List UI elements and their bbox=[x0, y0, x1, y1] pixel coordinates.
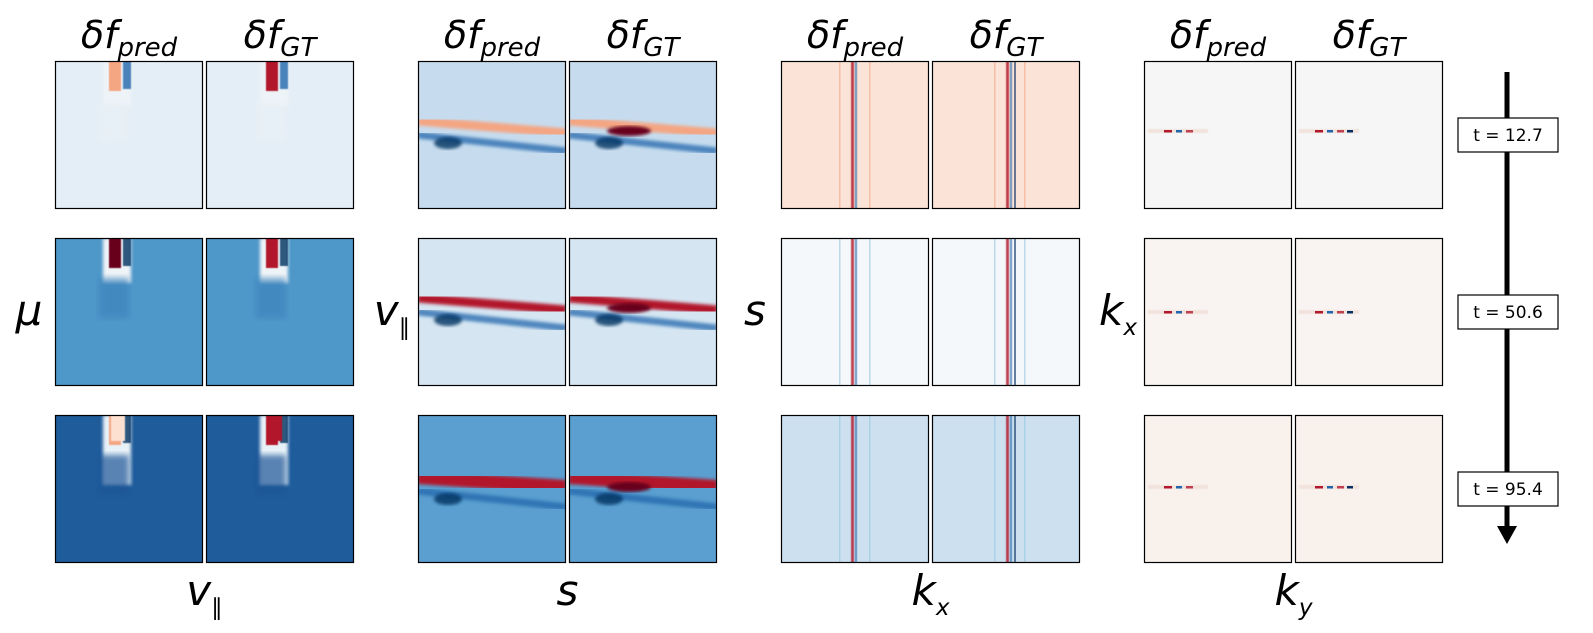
ylabel-ky-kx: kx bbox=[1099, 286, 1137, 341]
panel-kx-s-pred-row-2 bbox=[780, 237, 930, 387]
ylabel-mu-vpar: μ bbox=[15, 286, 43, 335]
panel-mu-vpar-gt-row-2 bbox=[205, 237, 355, 387]
axis-labels: v∥ μ s v∥ kx s ky kx bbox=[15, 286, 1313, 621]
panel-ky-kx-pred-row-3 bbox=[1143, 414, 1293, 564]
panel-s-vpar-pred-row-1 bbox=[417, 60, 567, 210]
svg-text:t = 95.4: t = 95.4 bbox=[1473, 480, 1543, 500]
panel-ky-kx-gt-row-2 bbox=[1294, 237, 1444, 387]
time-arrow-head bbox=[1497, 526, 1517, 544]
svg-text:t = 50.6: t = 50.6 bbox=[1473, 303, 1543, 323]
panel-mu-vpar-pred-row-1 bbox=[54, 60, 204, 210]
panel-kx-s-pred-row-1 bbox=[780, 60, 930, 210]
xlabel-kx-s: kx bbox=[912, 566, 950, 621]
panel-kx-s-gt-row-3 bbox=[931, 414, 1081, 564]
panel-kx-s-gt-row-2 bbox=[931, 237, 1081, 387]
timestep-label-2: t = 50.6 bbox=[1457, 294, 1559, 330]
heatmap-panels bbox=[54, 60, 1444, 564]
ylabel-s-vpar: v∥ bbox=[374, 286, 410, 341]
panel-s-vpar-gt-row-1 bbox=[568, 60, 718, 210]
panel-s-vpar-pred-row-2 bbox=[417, 237, 567, 387]
column-title-gt-ky-kx: δfGT bbox=[1333, 13, 1408, 63]
column-title-pred-mu-vpar: δfpred bbox=[81, 13, 178, 63]
panel-ky-kx-gt-row-1 bbox=[1294, 60, 1444, 210]
column-title-pred-ky-kx: δfpred bbox=[1170, 13, 1267, 63]
svg-text:t = 12.7: t = 12.7 bbox=[1473, 126, 1543, 146]
panel-kx-s-pred-row-3 bbox=[780, 414, 930, 564]
column-title-pred-s-vpar: δfpred bbox=[444, 13, 541, 63]
xlabel-mu-vpar: v∥ bbox=[186, 566, 222, 621]
column-title-gt-s-vpar: δfGT bbox=[607, 13, 682, 63]
column-title-gt-mu-vpar: δfGT bbox=[244, 13, 319, 63]
panel-s-vpar-pred-row-3 bbox=[417, 414, 567, 564]
panel-ky-kx-gt-row-3 bbox=[1294, 414, 1444, 564]
column-title-pred-kx-s: δfpred bbox=[807, 13, 904, 63]
panel-mu-vpar-gt-row-1 bbox=[205, 60, 355, 210]
xlabel-s-vpar: s bbox=[557, 566, 579, 615]
panel-mu-vpar-gt-row-3 bbox=[205, 414, 355, 564]
panel-kx-s-gt-row-1 bbox=[931, 60, 1081, 210]
column-title-gt-kx-s: δfGT bbox=[970, 13, 1045, 63]
panel-s-vpar-gt-row-2 bbox=[568, 237, 718, 387]
timestep-label-3: t = 95.4 bbox=[1457, 471, 1559, 507]
panel-mu-vpar-pred-row-3 bbox=[54, 414, 204, 564]
panel-mu-vpar-pred-row-2 bbox=[54, 237, 204, 387]
time-axis: t = 12.7 t = 50.6 t = 95.4 bbox=[1457, 72, 1559, 544]
column-titles: δfpred δfGT δfpred δfGT δfpred δfGT δfpred δfGT bbox=[81, 13, 1408, 63]
panel-ky-kx-pred-row-1 bbox=[1143, 60, 1293, 210]
panel-s-vpar-gt-row-3 bbox=[568, 414, 718, 564]
ylabel-kx-s: s bbox=[744, 286, 766, 335]
timestep-label-1: t = 12.7 bbox=[1457, 117, 1559, 153]
xlabel-ky-kx: ky bbox=[1275, 566, 1313, 621]
panel-ky-kx-pred-row-2 bbox=[1143, 237, 1293, 387]
